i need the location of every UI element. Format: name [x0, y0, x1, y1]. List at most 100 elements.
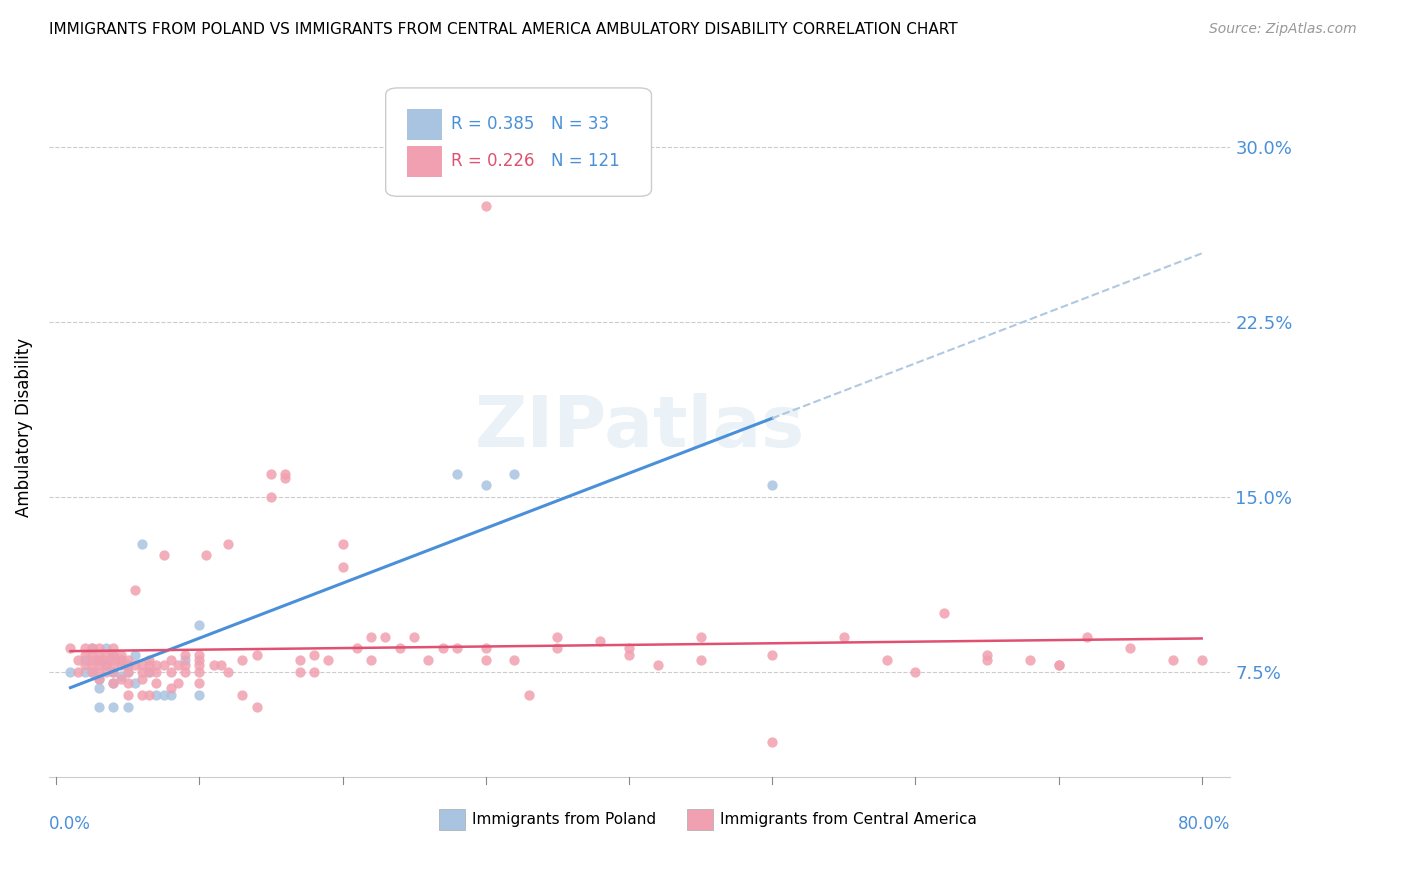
- Point: [474, 478, 496, 492]
- Point: [103, 641, 125, 656]
- Point: [73, 653, 96, 667]
- Point: [1161, 653, 1184, 667]
- Point: [246, 699, 269, 714]
- Point: [1119, 641, 1142, 656]
- Point: [217, 536, 239, 550]
- Point: [446, 467, 468, 481]
- Point: [87, 672, 110, 686]
- Point: [174, 657, 197, 672]
- Point: [103, 648, 125, 663]
- Point: [404, 630, 426, 644]
- Point: [374, 630, 396, 644]
- Point: [138, 653, 160, 667]
- Point: [474, 641, 496, 656]
- Text: R = 0.385: R = 0.385: [451, 115, 534, 133]
- Point: [80, 657, 103, 672]
- Point: [260, 490, 283, 504]
- Bar: [439, 809, 465, 830]
- Point: [145, 657, 167, 672]
- Point: [131, 672, 153, 686]
- Point: [503, 653, 526, 667]
- Point: [131, 657, 153, 672]
- Point: [1047, 657, 1070, 672]
- Point: [188, 665, 211, 679]
- Point: [80, 653, 103, 667]
- Point: [517, 688, 540, 702]
- Point: [1076, 630, 1098, 644]
- FancyBboxPatch shape: [385, 88, 651, 196]
- Point: [87, 641, 110, 656]
- Point: [66, 653, 89, 667]
- Point: [103, 665, 125, 679]
- Text: Immigrants from Central America: Immigrants from Central America: [720, 813, 977, 828]
- Point: [195, 548, 218, 562]
- Point: [589, 634, 612, 648]
- Point: [202, 657, 225, 672]
- Point: [110, 653, 132, 667]
- Text: 80.0%: 80.0%: [1178, 815, 1230, 833]
- Point: [87, 699, 110, 714]
- Point: [124, 583, 146, 598]
- Point: [103, 657, 125, 672]
- Point: [174, 648, 197, 663]
- Point: [446, 641, 468, 656]
- Point: [73, 665, 96, 679]
- Point: [73, 641, 96, 656]
- Point: [124, 676, 146, 690]
- Point: [546, 641, 568, 656]
- Point: [159, 653, 181, 667]
- Point: [904, 665, 927, 679]
- Point: [274, 471, 297, 485]
- Point: [138, 665, 160, 679]
- Point: [110, 669, 132, 683]
- Bar: [688, 809, 713, 830]
- Point: [87, 672, 110, 686]
- Text: N = 121: N = 121: [551, 153, 620, 170]
- Point: [152, 688, 174, 702]
- Point: [209, 657, 232, 672]
- Point: [174, 665, 197, 679]
- Text: R = 0.226: R = 0.226: [451, 153, 534, 170]
- Point: [976, 648, 998, 663]
- Point: [66, 665, 89, 679]
- Point: [117, 688, 139, 702]
- Point: [96, 665, 118, 679]
- Point: [246, 648, 269, 663]
- Point: [87, 653, 110, 667]
- Point: [647, 657, 669, 672]
- Point: [96, 657, 118, 672]
- Text: Source: ZipAtlas.com: Source: ZipAtlas.com: [1209, 22, 1357, 37]
- Point: [117, 676, 139, 690]
- Point: [117, 657, 139, 672]
- Point: [87, 681, 110, 695]
- Point: [1191, 653, 1213, 667]
- Point: [188, 648, 211, 663]
- Point: [332, 536, 354, 550]
- Point: [103, 699, 125, 714]
- Point: [131, 536, 153, 550]
- Point: [87, 657, 110, 672]
- Point: [166, 676, 188, 690]
- Point: [87, 665, 110, 679]
- Point: [188, 688, 211, 702]
- Y-axis label: Ambulatory Disability: Ambulatory Disability: [15, 337, 32, 516]
- Point: [231, 653, 253, 667]
- Point: [1018, 653, 1040, 667]
- Point: [80, 641, 103, 656]
- Point: [110, 653, 132, 667]
- Point: [503, 467, 526, 481]
- Point: [87, 653, 110, 667]
- Point: [103, 648, 125, 663]
- Point: [145, 688, 167, 702]
- Point: [174, 653, 197, 667]
- Text: 0.0%: 0.0%: [49, 815, 91, 833]
- Point: [346, 641, 368, 656]
- Point: [360, 630, 382, 644]
- Point: [474, 199, 496, 213]
- Point: [110, 648, 132, 663]
- Point: [87, 648, 110, 663]
- Point: [80, 665, 103, 679]
- Point: [117, 665, 139, 679]
- Point: [274, 467, 297, 481]
- Point: [188, 618, 211, 632]
